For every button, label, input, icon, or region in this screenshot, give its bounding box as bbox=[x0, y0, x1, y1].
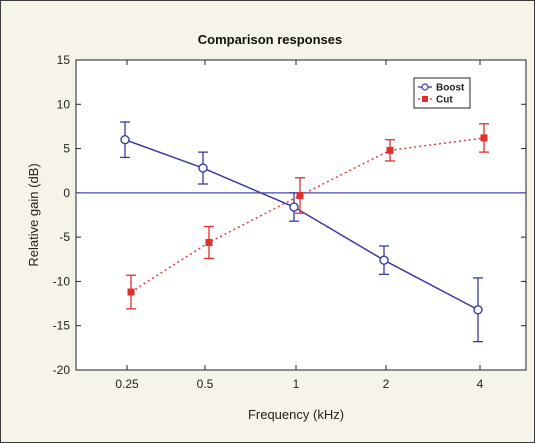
legend-marker bbox=[422, 96, 428, 102]
x-tick-label: 4 bbox=[477, 377, 484, 391]
y-tick-label: 15 bbox=[57, 53, 71, 67]
data-point bbox=[296, 192, 304, 200]
legend-box bbox=[413, 77, 471, 109]
data-point bbox=[480, 134, 488, 142]
x-axis-ticks: 0.25 0.5 1 2 4 bbox=[115, 60, 484, 391]
x-tick-label: 2 bbox=[383, 377, 390, 391]
series-layer bbox=[120, 121, 489, 343]
y-tick-label: -5 bbox=[59, 230, 70, 244]
x-axis-label: Frequency (kHz) bbox=[248, 407, 344, 422]
y-axis-label: Relative gain (dB) bbox=[26, 163, 41, 266]
x-tick-label: 0.25 bbox=[115, 377, 139, 391]
data-point bbox=[289, 202, 299, 212]
series-cut bbox=[126, 123, 489, 310]
legend-label: Boost bbox=[436, 83, 465, 94]
y-tick-label: -15 bbox=[53, 319, 71, 333]
legend-label: Cut bbox=[436, 95, 453, 106]
y-tick-label: -20 bbox=[53, 363, 71, 377]
data-point bbox=[127, 288, 135, 296]
chart-title: Comparison responses bbox=[198, 32, 343, 47]
y-axis-ticks: 15 10 5 0 -5 -10 -15 -20 bbox=[53, 53, 526, 377]
y-tick-label: 0 bbox=[63, 186, 70, 200]
plot-area bbox=[75, 59, 527, 371]
legend-marker bbox=[421, 83, 429, 91]
y-tick-label: -10 bbox=[53, 274, 71, 288]
data-point bbox=[386, 146, 394, 154]
data-point bbox=[473, 305, 483, 315]
data-point bbox=[205, 238, 213, 246]
data-point bbox=[379, 255, 389, 265]
series-line bbox=[130, 137, 485, 293]
data-point bbox=[120, 135, 130, 145]
data-point bbox=[198, 163, 208, 173]
x-tick-label: 0.5 bbox=[197, 377, 214, 391]
y-tick-label: 5 bbox=[63, 142, 70, 156]
series-boost bbox=[120, 121, 483, 343]
y-tick-label: 10 bbox=[57, 97, 71, 111]
x-tick-label: 1 bbox=[293, 377, 300, 391]
